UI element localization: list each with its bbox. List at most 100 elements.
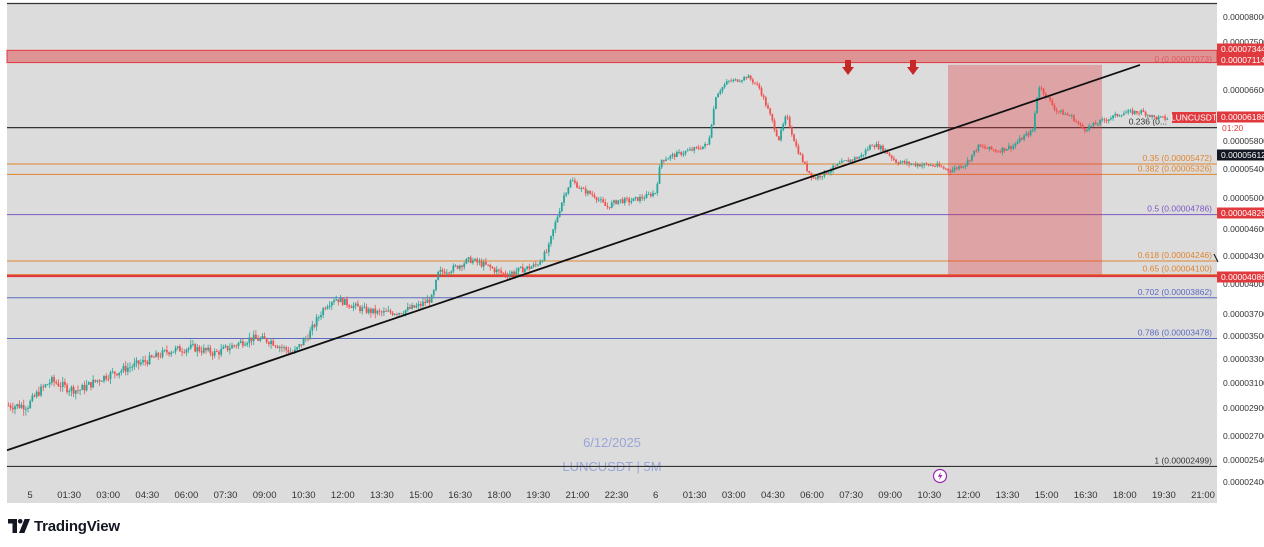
fib-label-0.382: 0.382 (0.00005326) — [1138, 163, 1212, 173]
candle-body — [1118, 115, 1121, 117]
candle-body — [613, 200, 615, 203]
price-axis[interactable] — [1217, 4, 1264, 503]
candle-body — [283, 347, 285, 348]
candle-body — [738, 81, 741, 83]
candle-body — [725, 81, 728, 85]
candle-body — [374, 308, 377, 314]
candle-body — [92, 379, 95, 388]
candle-body — [741, 80, 743, 82]
tradingview-logo-text: TradingView — [34, 517, 120, 535]
candle-body — [597, 199, 600, 201]
candle-body — [361, 307, 364, 312]
fibonacci-levels[interactable]: 0 (0.00007073) 0.236 (0... 0.35 (0.0000547… — [7, 54, 1217, 468]
candle-body — [1073, 115, 1075, 122]
candle-body — [198, 346, 201, 352]
candle-body — [721, 87, 724, 91]
candle-body — [471, 260, 474, 263]
candle-body — [836, 163, 839, 166]
candle-body — [1127, 110, 1130, 113]
drawing-zones[interactable] — [6, 49, 1218, 278]
candle-body — [467, 257, 470, 260]
price-tag-box — [1217, 271, 1264, 283]
candle-body — [929, 165, 932, 166]
candle-body — [439, 269, 442, 272]
resistance-arrows — [842, 60, 919, 75]
candle-body — [346, 298, 348, 306]
candle-body — [55, 381, 58, 384]
candle-body — [53, 377, 55, 382]
candle-body — [656, 183, 659, 193]
candle-body — [148, 355, 151, 365]
candle-body — [16, 404, 19, 407]
candle-body — [793, 134, 795, 142]
candle-body — [1075, 121, 1078, 123]
candle-body — [281, 346, 283, 348]
candle-body — [111, 371, 114, 373]
lightning-icon[interactable] — [932, 468, 948, 484]
candle-body — [205, 348, 207, 351]
candle-body — [567, 187, 570, 194]
candle-body — [485, 261, 487, 265]
candle-body — [131, 366, 134, 368]
candle-body — [1014, 143, 1017, 146]
price-tick-label: 0.00002540 — [1223, 455, 1264, 465]
ascending-trendline[interactable] — [6, 64, 1141, 452]
candle-body — [517, 267, 520, 272]
candle-body — [632, 198, 635, 202]
candle-body — [504, 273, 507, 276]
candle-body — [1107, 119, 1110, 121]
candle-body — [352, 305, 355, 308]
projection-box[interactable] — [948, 64, 1102, 275]
candle-body — [172, 351, 175, 353]
time-tick-label: 19:30 — [526, 490, 550, 501]
fib-label-0.65: 0.65 (0.00004100) — [1143, 264, 1213, 274]
candle-body — [890, 155, 893, 159]
candle-body — [328, 305, 331, 307]
candle-body — [619, 199, 622, 201]
candle-body — [354, 303, 357, 306]
candle-body — [246, 343, 249, 345]
candle-body — [289, 352, 292, 353]
candle-body — [445, 272, 448, 274]
fib-label-0.702: 0.702 (0.00003862) — [1138, 287, 1212, 297]
candle-body — [550, 236, 552, 244]
time-tick-label: 06:00 — [800, 490, 824, 501]
bar-countdown: 01:20 — [1222, 123, 1244, 133]
time-tick-label: 13:30 — [996, 490, 1020, 501]
candle-body — [9, 405, 12, 408]
price-tick-label: 0.00003300 — [1223, 354, 1264, 364]
resistance-zone[interactable] — [6, 49, 1218, 64]
candle-body — [1116, 113, 1119, 117]
candle-body — [997, 151, 999, 153]
plot-area[interactable] — [7, 4, 1217, 503]
candle-body — [914, 163, 917, 167]
candle-body — [493, 268, 496, 273]
candle-body — [287, 349, 290, 353]
candle-body — [745, 77, 748, 78]
candle-body — [684, 151, 687, 154]
candle-body — [762, 95, 765, 98]
candle-body — [454, 265, 457, 267]
candle-body — [122, 365, 125, 371]
candle-body — [330, 302, 333, 306]
candle-body — [211, 353, 214, 356]
candle-body — [736, 79, 739, 82]
candle-body — [339, 297, 342, 303]
candle-body — [1155, 116, 1158, 120]
candle-body — [869, 145, 871, 150]
candle-body — [1038, 87, 1041, 98]
candle-body — [775, 130, 778, 137]
time-tick-label: 21:00 — [1191, 490, 1215, 501]
candle-body — [213, 351, 216, 356]
tradingview-logo[interactable]: TradingView — [8, 517, 120, 535]
candle-body — [712, 108, 715, 125]
candle-body — [847, 160, 850, 163]
candle-body — [932, 165, 934, 166]
candle-body — [74, 390, 77, 394]
candle-body — [830, 170, 832, 173]
candle-body — [743, 77, 746, 81]
candle-body — [986, 148, 989, 149]
candle-body — [452, 265, 455, 272]
price-tick-label: 0.00002700 — [1223, 431, 1264, 441]
